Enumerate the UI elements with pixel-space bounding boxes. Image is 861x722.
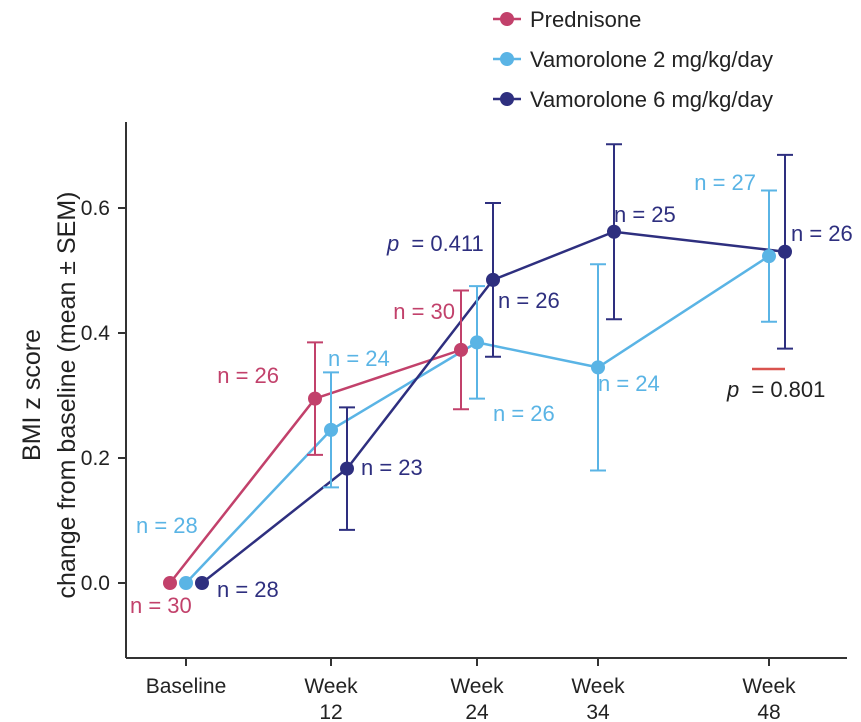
legend-marker-vamorolone-2 [500,52,514,66]
p-value-week24-symbol: p [386,231,399,256]
legend-item-vamorolone-6: Vamorolone 6 mg/kg/day [493,87,773,112]
x-tick-label: Baseline [146,675,227,698]
point-vamorolone-6 [486,272,500,287]
n-label-vamorolone-2: n = 24 [598,371,660,396]
n-label-vamorolone-2: n = 28 [136,513,198,538]
n-label-vamorolone-2: n = 27 [694,170,756,195]
y-axis-title-line-2: change from baseline (mean ± SEM) [53,192,81,599]
legend-label-vamorolone-2: Vamorolone 2 mg/kg/day [530,47,773,72]
y-axis-title: BMI z score change from baseline (mean ±… [18,192,81,599]
x-tick-label: Week 24 [450,675,504,722]
n-label-vamorolone-6: n = 26 [498,288,560,313]
x-ticks: Baseline Week 12 Week 24 Week 34 Week 48 [146,658,796,722]
legend-marker-prednisone [500,12,514,26]
series-lines [169,230,786,584]
n-label-prednisone: n = 30 [130,593,192,618]
p-value-week24: p = 0.411 [386,231,484,256]
point-vamorolone-6 [340,461,354,476]
legend-item-vamorolone-2: Vamorolone 2 mg/kg/day [493,47,773,72]
x-tick-label: Week 48 [742,675,796,722]
n-label-vamorolone-6: n = 23 [361,455,423,480]
n-label-prednisone: n = 30 [393,299,455,324]
p-value-week24-value: = 0.411 [411,231,483,256]
point-vamorolone-6 [607,224,621,239]
n-labels: n = 30 n = 26 n = 30 n = 28 n = 24 n = 26 n = … [130,170,853,618]
n-label-vamorolone-6: n = 26 [791,221,853,246]
n-label-prednisone: n = 26 [217,363,279,388]
point-prednisone [454,342,468,357]
point-vamorolone-2 [762,249,776,264]
legend-marker-vamorolone-6 [500,92,514,106]
y-axis-title-line-1: BMI z score [18,329,46,461]
n-label-vamorolone-2: n = 26 [493,401,555,426]
point-prednisone [308,391,322,406]
legend-item-prednisone: Prednisone [493,7,641,32]
p-value-week48-value: = 0.801 [751,377,825,402]
y-tick-label: 0.4 [81,322,111,345]
y-tick-label: 0.0 [81,572,110,595]
point-vamorolone-2 [324,422,338,437]
point-vamorolone-2 [179,576,193,590]
legend: Prednisone Vamorolone 2 mg/kg/day Vamoro… [493,7,773,112]
n-label-vamorolone-2: n = 24 [328,346,390,371]
n-label-vamorolone-6: n = 28 [217,577,279,602]
y-ticks: 0.0 0.2 0.4 0.6 [81,197,126,595]
p-value-week48: p = 0.801 [726,377,825,402]
point-vamorolone-6 [195,576,209,590]
point-prednisone [163,576,177,590]
y-tick-label: 0.6 [81,197,110,220]
p-value-week48-symbol: p [726,377,739,402]
x-tick-label: Week 34 [571,675,625,722]
n-label-vamorolone-6: n = 25 [614,202,676,227]
x-tick-label: Week 12 [304,675,358,722]
legend-label-vamorolone-6: Vamorolone 6 mg/kg/day [530,87,773,112]
series-points [163,224,792,590]
point-vamorolone-6 [778,244,792,259]
y-tick-label: 0.2 [81,447,110,470]
point-vamorolone-2 [591,360,605,375]
legend-label-prednisone: Prednisone [530,7,641,32]
y-axis-title-text: BMI z score [18,329,46,461]
point-vamorolone-2 [470,335,484,350]
